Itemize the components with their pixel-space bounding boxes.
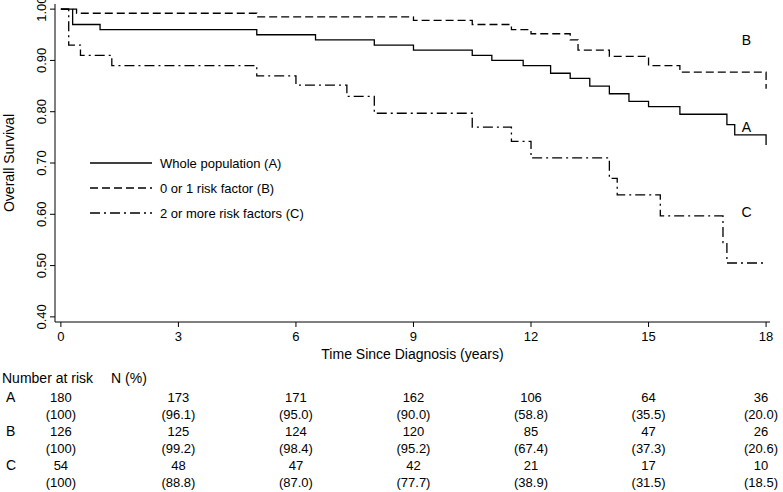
- x-axis: [55, 322, 770, 323]
- x-tick-label: 6: [292, 329, 299, 344]
- curve-label: A: [742, 119, 752, 135]
- risk-count: 125: [168, 424, 190, 439]
- x-tick: [60, 322, 61, 327]
- risk-percent: (100): [46, 475, 76, 490]
- legend-label: 2 or more risk factors (C): [160, 206, 304, 221]
- risk-count: 47: [641, 424, 655, 439]
- risk-percent: (100): [46, 441, 76, 456]
- risk-percent: (20.6): [744, 441, 778, 456]
- y-tick: [50, 60, 55, 61]
- risk-count: 54: [54, 458, 68, 473]
- risk-percent: (18.5): [744, 475, 778, 490]
- y-tick-label: 0.80: [34, 99, 49, 124]
- risk-count: 171: [285, 390, 307, 405]
- risk-percent: (31.5): [632, 475, 666, 490]
- risk-count: 36: [754, 390, 768, 405]
- y-tick: [50, 214, 55, 215]
- risk-count: 48: [171, 458, 185, 473]
- x-tick-label: 18: [759, 329, 773, 344]
- y-tick: [50, 316, 55, 317]
- risk-count: 180: [50, 390, 72, 405]
- x-tick: [413, 322, 414, 327]
- y-tick-label: 0.60: [34, 202, 49, 227]
- legend: Whole population (A) 0 or 1 risk factor (…: [90, 156, 304, 221]
- legend-label: Whole population (A): [160, 156, 281, 171]
- curve-label: B: [742, 32, 751, 48]
- legend-label: 0 or 1 risk factor (B): [160, 181, 274, 196]
- risk-count: 162: [403, 390, 425, 405]
- y-tick: [50, 111, 55, 112]
- risk-row-label: B: [6, 423, 15, 439]
- risk-percent: (20.0): [744, 407, 778, 422]
- x-tick: [648, 322, 649, 327]
- risk-percent: (58.8): [514, 407, 548, 422]
- risk-count: 42: [406, 458, 420, 473]
- risk-table-title: Number at risk: [2, 370, 94, 386]
- risk-count: 106: [520, 390, 542, 405]
- x-tick-label: 12: [524, 329, 538, 344]
- legend-swatch: [90, 162, 152, 163]
- risk-count: 120: [403, 424, 425, 439]
- risk-count: 10: [754, 458, 768, 473]
- risk-percent: (67.4): [514, 441, 548, 456]
- risk-table: Number at riskN (%)A180(100)173(96.1)171…: [2, 370, 778, 490]
- risk-table-subtitle: N (%): [111, 370, 147, 386]
- risk-count: 85: [524, 424, 538, 439]
- risk-percent: (99.2): [161, 441, 195, 456]
- survival-curve: [61, 9, 766, 89]
- curve-label: C: [741, 204, 751, 220]
- plot-area: [61, 9, 766, 263]
- y-tick: [50, 9, 55, 10]
- x-tick: [766, 322, 767, 327]
- risk-count: 21: [524, 458, 538, 473]
- risk-percent: (90.0): [396, 407, 430, 422]
- chart: 0.400.500.600.700.800.901.000369121518Ti…: [0, 0, 783, 492]
- y-tick-label: 0.40: [34, 304, 49, 329]
- risk-count: 26: [754, 424, 768, 439]
- y-tick: [50, 163, 55, 164]
- y-tick: [50, 265, 55, 266]
- risk-percent: (96.1): [161, 407, 195, 422]
- risk-percent: (98.4): [279, 441, 313, 456]
- x-tick-label: 9: [410, 329, 417, 344]
- risk-count: 17: [641, 458, 655, 473]
- legend-swatch: [90, 187, 152, 188]
- y-axis-label: Overall Survival: [1, 114, 17, 212]
- risk-percent: (35.5): [632, 407, 666, 422]
- x-tick-label: 15: [641, 329, 655, 344]
- risk-row-label: A: [6, 389, 16, 405]
- x-tick: [178, 322, 179, 327]
- y-tick-label: 0.90: [34, 48, 49, 73]
- risk-percent: (87.0): [279, 475, 313, 490]
- survival-curve: [61, 9, 766, 145]
- risk-percent: (88.8): [161, 475, 195, 490]
- y-tick-label: 0.50: [34, 253, 49, 278]
- risk-percent: (95.0): [279, 407, 313, 422]
- legend-swatch: [90, 212, 152, 213]
- risk-count: 173: [168, 390, 190, 405]
- risk-percent: (38.9): [514, 475, 548, 490]
- survival-curve: [61, 9, 766, 263]
- risk-percent: (95.2): [396, 441, 430, 456]
- risk-count: 126: [50, 424, 72, 439]
- x-axis-label: Time Since Diagnosis (years): [321, 346, 503, 362]
- risk-percent: (77.7): [396, 475, 430, 490]
- risk-percent: (100): [46, 407, 76, 422]
- y-tick-label: 1.00: [34, 0, 49, 22]
- risk-count: 64: [641, 390, 655, 405]
- risk-percent: (37.3): [632, 441, 666, 456]
- x-tick-label: 0: [57, 329, 64, 344]
- risk-row-label: C: [6, 457, 16, 473]
- x-tick-label: 3: [175, 329, 182, 344]
- risk-count: 124: [285, 424, 307, 439]
- x-tick: [295, 322, 296, 327]
- risk-count: 47: [289, 458, 303, 473]
- x-tick: [531, 322, 532, 327]
- y-tick-label: 0.70: [34, 150, 49, 175]
